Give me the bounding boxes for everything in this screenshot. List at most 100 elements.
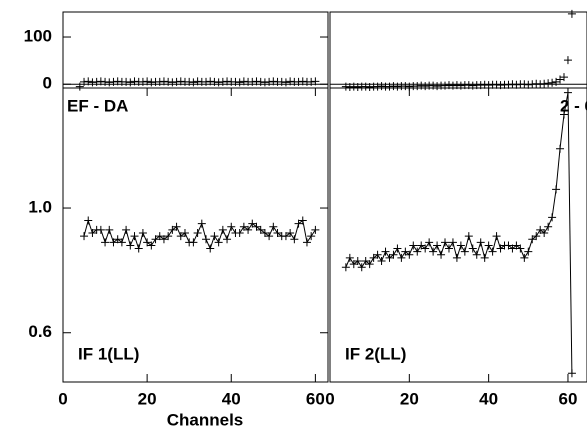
x-tick-label: 20	[400, 389, 419, 408]
marker	[105, 225, 114, 234]
marker	[84, 77, 93, 86]
marker	[307, 232, 316, 241]
marker	[452, 253, 461, 262]
marker	[567, 369, 576, 378]
marker	[472, 250, 481, 259]
marker	[409, 241, 418, 250]
marker	[421, 244, 430, 253]
panel-frame	[329, 11, 587, 89]
marker	[202, 235, 211, 244]
marker	[193, 228, 202, 237]
y-tick-label: 1.0	[28, 198, 52, 217]
marker	[235, 228, 244, 237]
marker	[484, 241, 493, 250]
marker	[101, 238, 110, 247]
marker	[488, 247, 497, 256]
marker	[286, 228, 295, 237]
marker	[548, 78, 557, 87]
marker	[147, 241, 156, 250]
x-tick-label: 0	[58, 389, 67, 408]
y-tick-label: 0.6	[28, 322, 52, 341]
marker	[456, 241, 465, 250]
marker	[189, 78, 198, 87]
marker	[239, 222, 248, 231]
panel-label: IF 1(LL)	[78, 344, 139, 363]
x-tick-label: 60	[306, 389, 325, 408]
marker	[130, 232, 139, 241]
marker	[520, 253, 529, 262]
y-tick-label: 100	[24, 27, 52, 46]
marker	[84, 216, 93, 225]
data-line	[83, 218, 316, 251]
marker	[345, 253, 354, 262]
marker	[113, 235, 122, 244]
marker	[281, 78, 290, 87]
marker	[298, 216, 307, 225]
marker	[176, 232, 185, 241]
marker	[365, 260, 374, 269]
marker	[143, 77, 152, 86]
marker	[189, 238, 198, 247]
x-tick-label: 0	[325, 389, 334, 408]
marker	[126, 78, 135, 87]
marker	[126, 241, 135, 250]
marker	[552, 185, 561, 194]
marker	[405, 250, 414, 259]
marker	[433, 241, 442, 250]
marker	[353, 257, 362, 266]
marker	[377, 257, 386, 266]
marker	[269, 222, 278, 231]
marker	[567, 9, 576, 18]
marker	[437, 250, 446, 259]
panel-label: IF 2(LL)	[345, 344, 406, 363]
marker	[138, 228, 147, 237]
marker	[341, 263, 350, 272]
marker	[80, 232, 89, 241]
marker	[357, 263, 366, 272]
marker	[164, 232, 173, 241]
marker	[540, 228, 549, 237]
data-line	[345, 92, 573, 374]
marker	[429, 247, 438, 256]
marker	[444, 244, 453, 253]
marker	[544, 222, 553, 231]
marker	[476, 238, 485, 247]
marker	[281, 232, 290, 241]
panel-label: EF - DA	[67, 96, 128, 115]
marker	[294, 219, 303, 228]
x-tick-label: 60	[559, 389, 578, 408]
marker	[441, 238, 450, 247]
marker	[460, 247, 469, 256]
marker	[260, 228, 269, 237]
marker	[532, 232, 541, 241]
marker	[548, 213, 557, 222]
x-tick-label: 20	[138, 389, 157, 408]
x-tick-label: 40	[222, 389, 241, 408]
marker	[311, 77, 320, 86]
marker	[197, 219, 206, 228]
marker	[227, 222, 236, 231]
marker	[155, 232, 164, 241]
marker	[480, 253, 489, 262]
marker	[248, 219, 257, 228]
marker	[290, 235, 299, 244]
marker	[302, 238, 311, 247]
marker	[393, 244, 402, 253]
marker	[143, 238, 152, 247]
marker	[556, 144, 565, 153]
marker	[559, 73, 568, 82]
marker	[218, 225, 227, 234]
marker	[397, 253, 406, 262]
marker	[151, 235, 160, 244]
marker	[109, 238, 118, 247]
marker	[122, 225, 131, 234]
marker	[180, 228, 189, 237]
marker	[425, 238, 434, 247]
marker	[235, 78, 244, 87]
marker	[516, 244, 525, 253]
x-tick-label: 40	[479, 389, 498, 408]
panel-frame	[62, 11, 329, 89]
marker	[244, 225, 253, 234]
